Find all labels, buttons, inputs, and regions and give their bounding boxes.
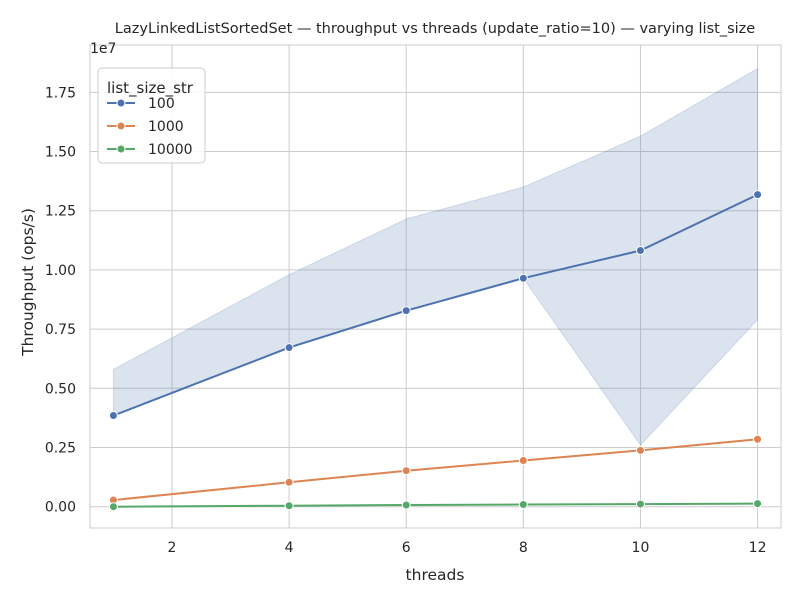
data-point-10000 <box>753 499 763 509</box>
legend-marker-10000 <box>116 144 126 154</box>
legend-label-1000: 1000 <box>148 119 184 135</box>
series-points <box>108 190 763 512</box>
data-point-1000 <box>518 456 528 466</box>
legend-label-100: 100 <box>148 96 175 112</box>
data-point-100 <box>635 246 645 256</box>
legend-frame <box>97 67 206 164</box>
legend-title: list_size_str <box>107 79 194 98</box>
data-point-100 <box>401 306 411 316</box>
series-line-10000 <box>113 502 758 508</box>
x-axis-label: threads <box>406 566 465 584</box>
y-tick-label: 0.00 <box>45 500 76 516</box>
x-tick-label: 8 <box>519 540 528 556</box>
y-tick-label: 0.25 <box>45 441 76 457</box>
data-point-100 <box>518 273 528 283</box>
data-point-1000 <box>284 477 294 487</box>
data-point-1000 <box>635 445 645 455</box>
legend-marker-100 <box>116 98 126 108</box>
data-point-100 <box>284 343 294 353</box>
legend-label-10000: 10000 <box>148 142 193 158</box>
data-point-10000 <box>108 502 118 512</box>
data-point-10000 <box>401 500 411 510</box>
y-tick-label: 1.00 <box>45 263 76 279</box>
data-point-100 <box>108 411 118 421</box>
legend-marker-1000 <box>116 121 126 131</box>
x-tick-label: 12 <box>749 540 767 556</box>
series-line-1000 <box>113 438 758 502</box>
x-tick-label: 4 <box>285 540 294 556</box>
y-axis-label: Throughput (ops/s) <box>19 208 37 357</box>
y-tick-label: 0.75 <box>45 322 76 338</box>
series-line-100 <box>113 193 759 417</box>
data-point-10000 <box>284 501 294 511</box>
y-tick-label: 1.50 <box>45 145 76 161</box>
y-tick-label: 1.75 <box>45 85 76 101</box>
y-tick-label: 1.25 <box>45 204 76 220</box>
data-point-1000 <box>401 466 411 476</box>
data-point-1000 <box>753 434 763 444</box>
chart-title: LazyLinkedListSortedSet — throughput vs … <box>115 21 755 37</box>
legend: list_size_str 100 1000 10000 <box>97 67 206 164</box>
data-point-10000 <box>518 500 528 510</box>
series-lines <box>113 193 759 508</box>
x-tick-label: 10 <box>632 540 650 556</box>
legend-items: 100 1000 10000 <box>107 96 193 158</box>
data-point-10000 <box>635 499 645 509</box>
y-tick-label: 0.50 <box>45 381 76 397</box>
x-tick-labels: 2 4 6 8 10 12 <box>168 540 767 556</box>
data-point-100 <box>753 190 763 200</box>
x-tick-label: 2 <box>168 540 177 556</box>
x-tick-label: 6 <box>402 540 411 556</box>
y-tick-labels: 0.00 0.25 0.50 0.75 1.00 1.25 1.50 1.75 <box>45 85 76 515</box>
y-axis-offset-label: 1e7 <box>90 41 116 57</box>
